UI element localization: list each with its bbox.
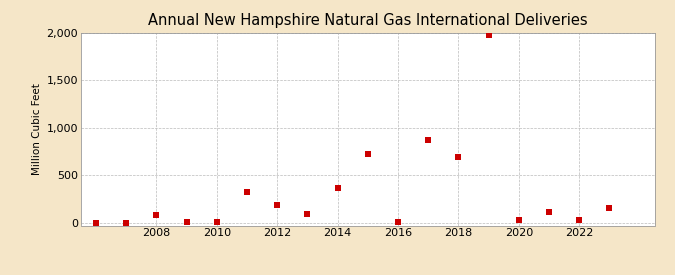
Point: [574, 218, 585, 222]
Point: [151, 213, 162, 217]
Point: [332, 185, 343, 190]
Point: [302, 211, 313, 216]
Point: [514, 218, 524, 222]
Point: [604, 206, 615, 210]
Point: [272, 202, 283, 207]
Title: Annual New Hampshire Natural Gas International Deliveries: Annual New Hampshire Natural Gas Interna…: [148, 13, 588, 28]
Point: [423, 138, 433, 142]
Point: [483, 33, 494, 37]
Point: [543, 210, 554, 214]
Point: [393, 220, 404, 225]
Point: [362, 152, 373, 156]
Point: [121, 220, 132, 225]
Point: [242, 190, 252, 194]
Point: [453, 155, 464, 160]
Y-axis label: Million Cubic Feet: Million Cubic Feet: [32, 83, 43, 175]
Point: [90, 220, 101, 225]
Point: [182, 220, 192, 224]
Point: [211, 220, 222, 224]
